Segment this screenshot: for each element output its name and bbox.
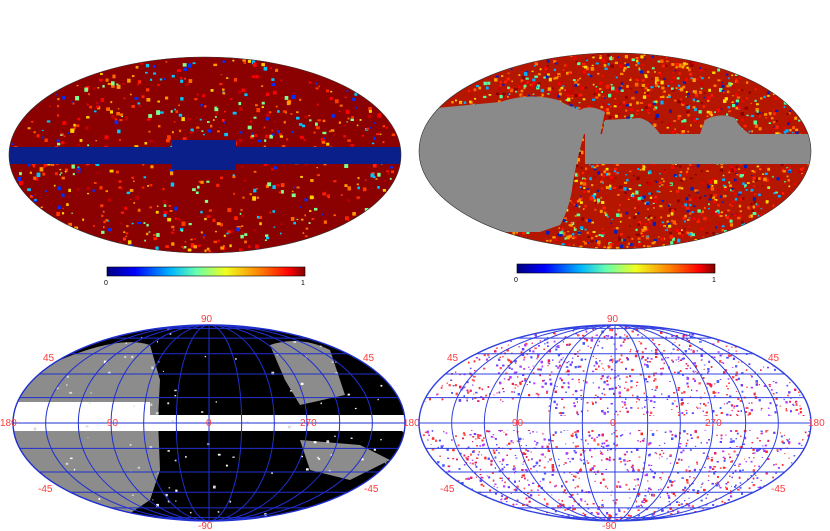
galactic-center-mask: [172, 140, 236, 170]
panel-top-right: 0 1: [418, 52, 812, 284]
gray-mask-region: [13, 342, 160, 520]
lon-label-180-right: 180: [403, 418, 420, 429]
panel-bottom-left: 90 -90 180 180 45 45 -45 -45 90 0 270: [0, 314, 420, 531]
lon-label-90: 90: [512, 418, 524, 429]
lat-label-45-right: 45: [363, 353, 375, 364]
lat-label-neg45-right: -45: [364, 484, 379, 495]
lat-label-45-right: 45: [768, 353, 780, 364]
lat-label-90: 90: [201, 314, 213, 325]
coordinate-grid: [418, 324, 812, 522]
lon-label-180-left: 180: [0, 418, 17, 429]
lon-label-90: 90: [107, 418, 119, 429]
colorbar-max-label: 1: [301, 280, 305, 287]
lat-label-neg90: -90: [602, 521, 617, 531]
lat-label-neg90: -90: [198, 521, 213, 531]
lat-label-neg45-right: -45: [771, 484, 786, 495]
coordinate-grid: [12, 324, 406, 522]
panel-top-left: 0 1: [8, 56, 402, 287]
colorbar: [106, 266, 306, 277]
colorbar-min-label: 0: [104, 280, 108, 287]
lat-label-neg45-left: -45: [440, 484, 455, 495]
colorbar-min-label: 0: [514, 277, 518, 284]
lon-label-270: 270: [300, 418, 317, 429]
lon-label-270: 270: [705, 418, 722, 429]
lat-label-neg45-left: -45: [38, 484, 53, 495]
map-speckle-layer: [9, 59, 401, 253]
lat-label-90: 90: [607, 314, 619, 325]
colorbar-max-label: 1: [712, 277, 716, 284]
lon-label-0: 0: [206, 418, 212, 429]
lon-label-180-right: 180: [808, 418, 825, 429]
lat-label-45-left: 45: [447, 353, 459, 364]
panel-bottom-right: 90 -90 180 45 45 -45 -45 90 0 270: [418, 314, 825, 531]
lon-label-0: 0: [610, 418, 616, 429]
lat-label-45-left: 45: [43, 353, 55, 364]
colorbar: [516, 263, 716, 274]
gray-masked-region: [419, 96, 811, 232]
